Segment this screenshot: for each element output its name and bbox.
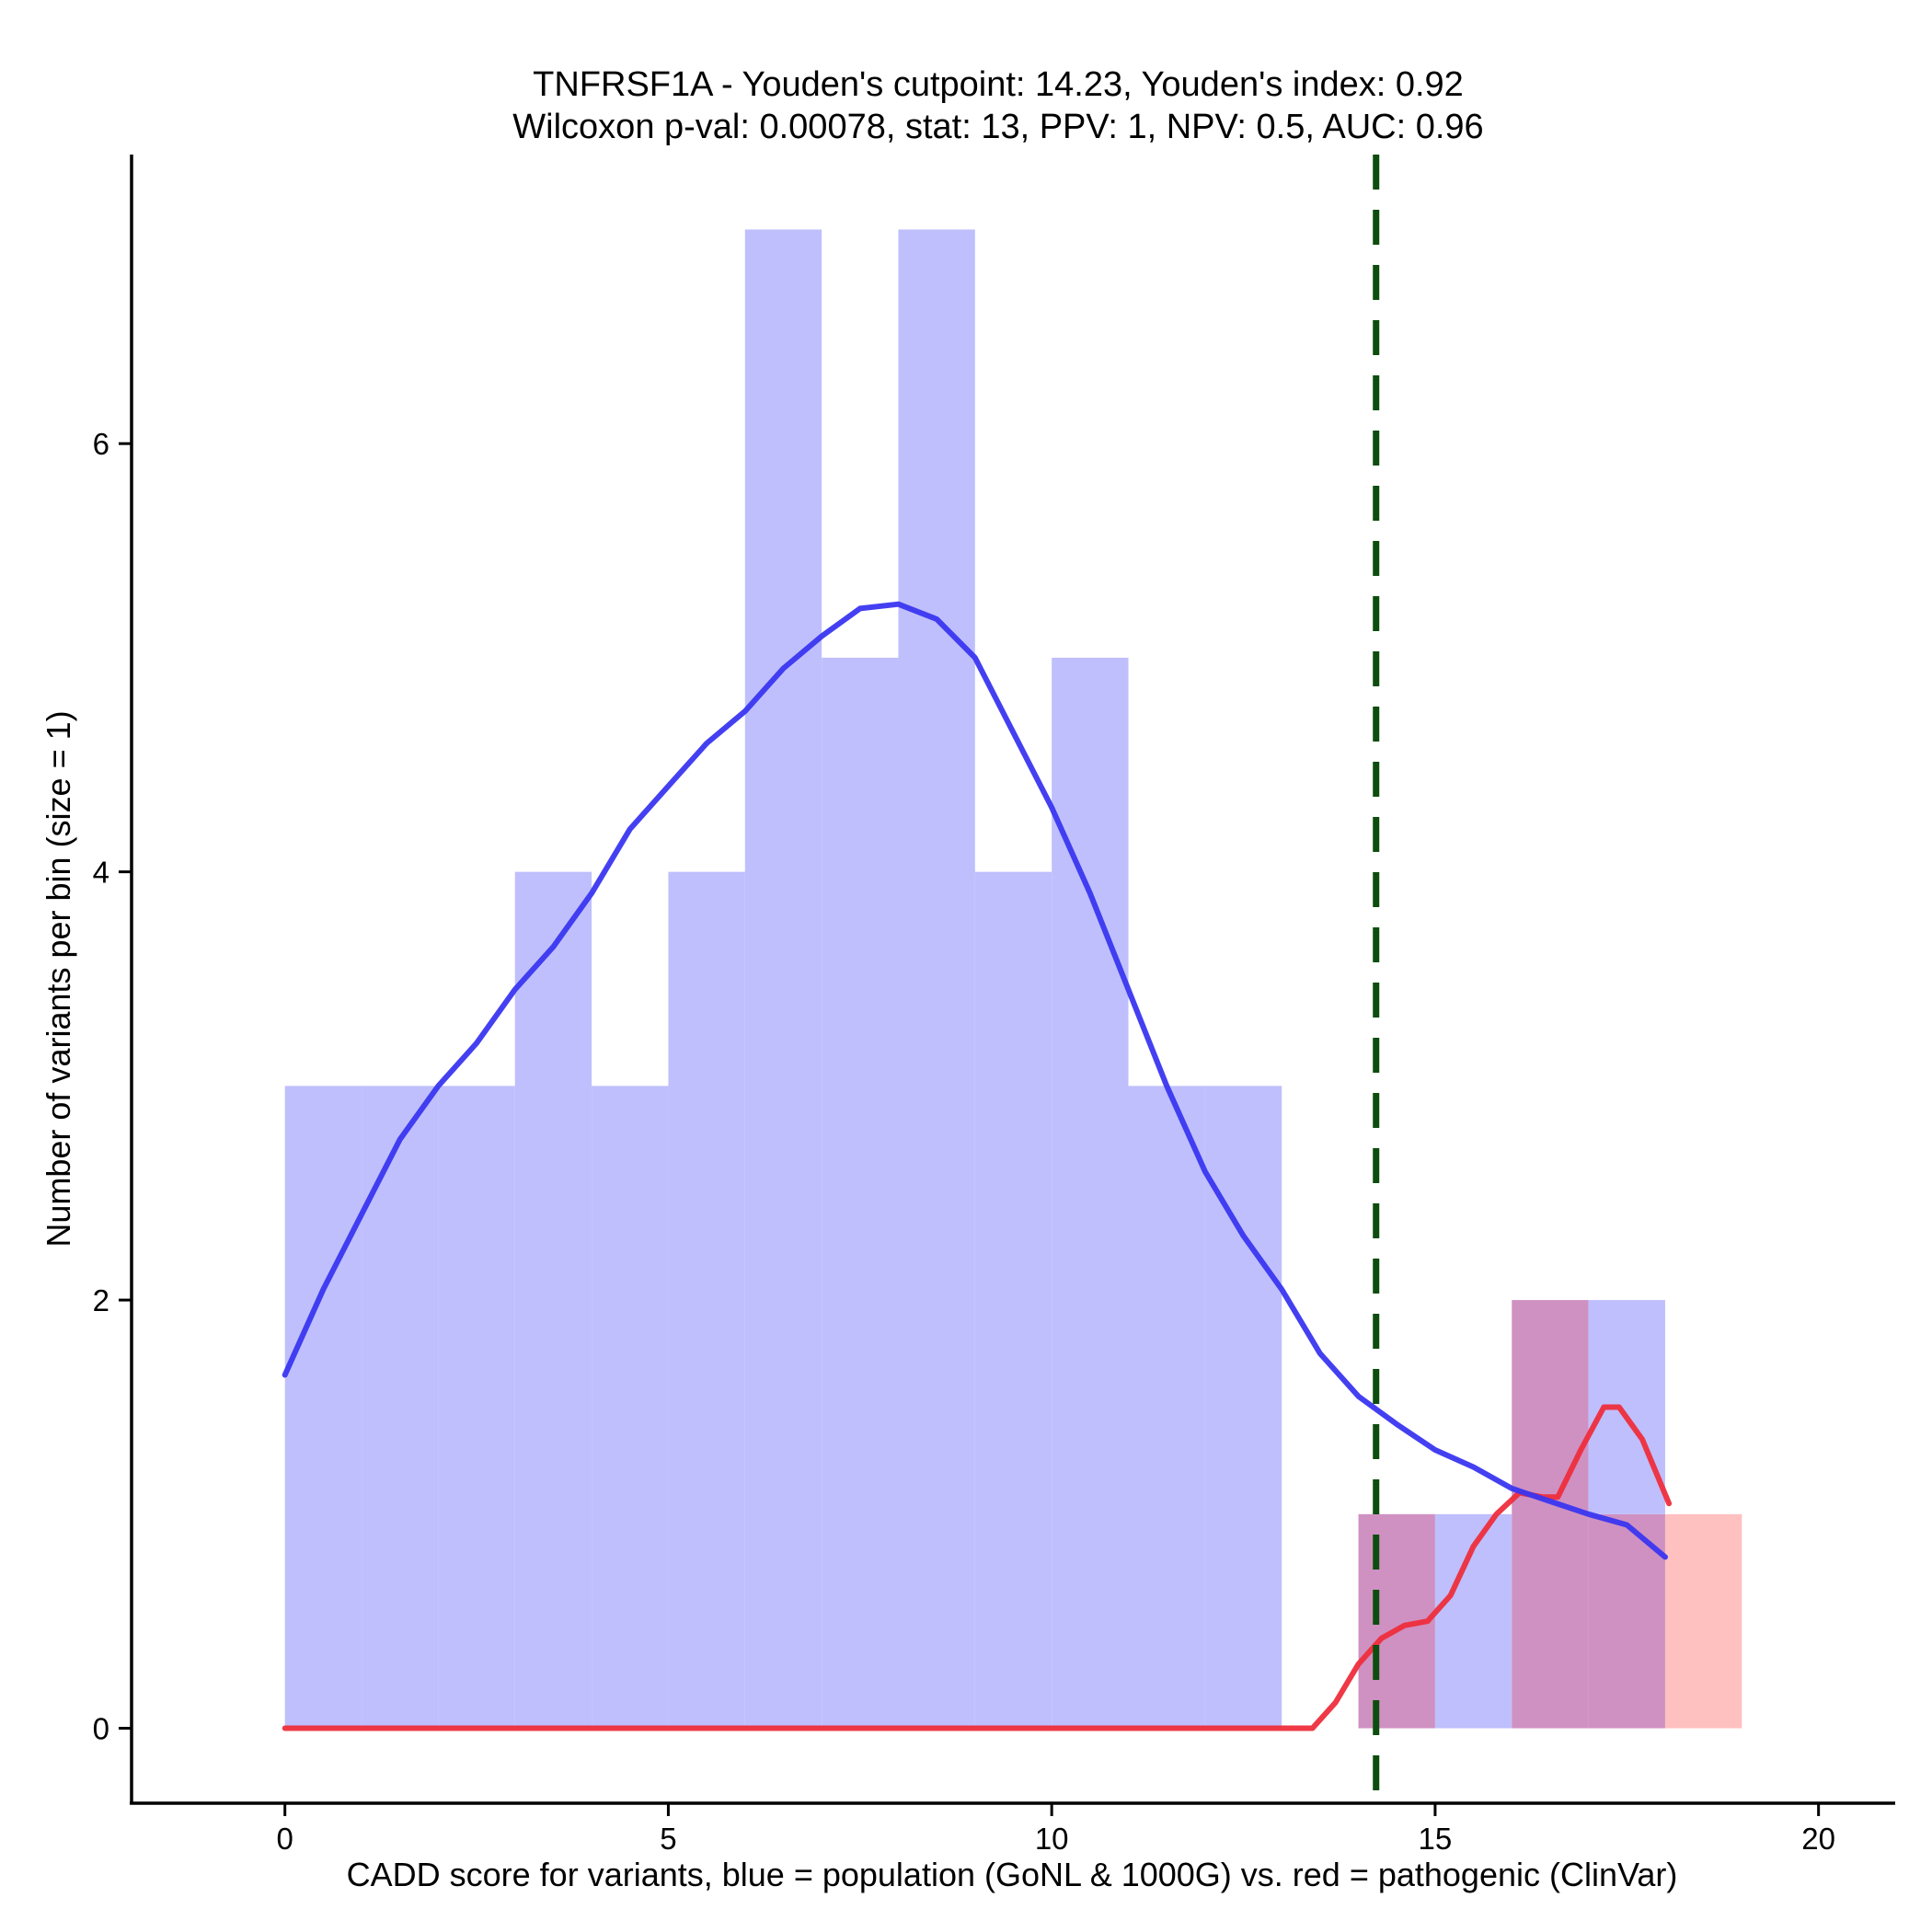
chart-title: TNFRSF1A - Youden's cutpoint: 14.23, You… (533, 65, 1464, 104)
population-density-curve (282, 601, 1668, 1560)
density-curves (282, 601, 1673, 1731)
population-bar (1588, 1300, 1665, 1514)
y-ticks: 0 2 4 6 (93, 427, 132, 1746)
population-bar (284, 1086, 362, 1729)
chart-subtitle: Wilcoxon p-val: 0.00078, stat: 13, PPV: … (512, 108, 1483, 146)
population-bar (1052, 657, 1129, 1729)
population-bar (1128, 1086, 1205, 1729)
pathogenic-bar (1664, 1513, 1742, 1729)
y-tick-label: 6 (93, 427, 109, 461)
population-bar (668, 871, 745, 1729)
histogram-bars (284, 229, 1742, 1729)
x-tick-label: 0 (277, 1822, 293, 1856)
population-bar (362, 1086, 439, 1729)
overlap-bar (1512, 1300, 1589, 1729)
population-bar (744, 229, 822, 1729)
x-tick-label: 15 (1419, 1822, 1453, 1856)
x-ticks: 0 5 10 15 20 (277, 1803, 1835, 1856)
y-tick-label: 2 (93, 1283, 109, 1317)
population-bar (592, 1086, 669, 1729)
population-bar (1204, 1086, 1282, 1729)
x-tick-label: 10 (1035, 1822, 1069, 1856)
pathogenic-density-curve (282, 1404, 1673, 1731)
y-tick-label: 0 (93, 1712, 109, 1746)
x-tick-label: 5 (660, 1822, 676, 1856)
y-tick-label: 4 (93, 856, 109, 890)
axes (130, 155, 1895, 1805)
population-bar (514, 871, 592, 1729)
y-axis-title: Number of variants per bin (size = 1) (40, 710, 77, 1247)
population-bar (974, 871, 1052, 1729)
population-bar (898, 229, 975, 1729)
population-bar (822, 657, 899, 1729)
x-tick-label: 20 (1801, 1822, 1835, 1856)
population-bar (438, 1086, 515, 1729)
x-axis-title: CADD score for variants, blue = populati… (347, 1856, 1678, 1893)
